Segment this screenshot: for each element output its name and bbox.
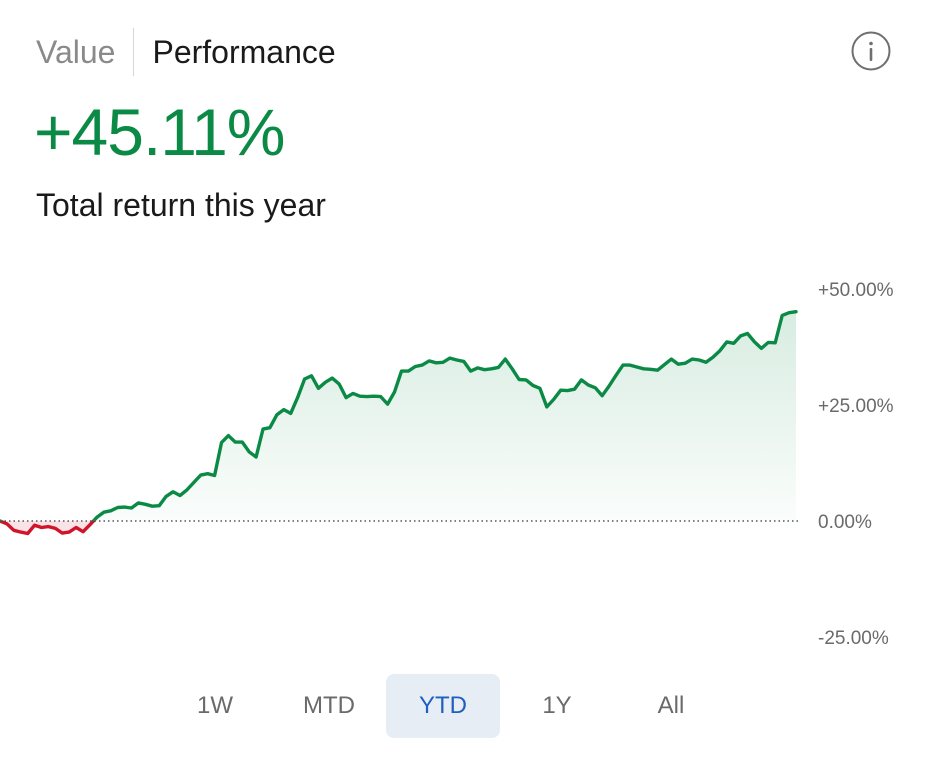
view-tabs: Value Performance: [36, 28, 336, 76]
total-return-subtitle: Total return this year: [36, 187, 326, 223]
range-option-ytd[interactable]: YTD: [386, 674, 500, 738]
total-return-value: +45.11%: [34, 95, 285, 169]
negative-area: [0, 521, 796, 534]
chart-area: [0, 311, 796, 534]
info-icon-svg: [851, 31, 891, 71]
range-option-1y[interactable]: 1Y: [542, 692, 572, 719]
return-line-positive: [0, 310, 798, 521]
y-tick-label: +50.00%: [818, 280, 894, 301]
range-option-mtd[interactable]: MTD: [303, 692, 355, 719]
time-range-selector: 1W MTD YTD 1Y All: [158, 674, 728, 738]
y-tick-label: +25.00%: [818, 396, 894, 417]
y-tick-label: 0.00%: [818, 512, 872, 533]
positive-area: [0, 311, 796, 521]
performance-chart[interactable]: +50.00% +25.00% 0.00% -25.00%: [0, 260, 930, 660]
chart-line: [0, 310, 798, 536]
tab-performance[interactable]: Performance: [133, 28, 336, 76]
tab-value[interactable]: Value: [36, 34, 116, 70]
info-icon[interactable]: [851, 31, 891, 71]
y-tick-label: -25.00%: [818, 628, 889, 649]
range-option-all[interactable]: All: [657, 692, 685, 719]
range-option-1w[interactable]: 1W: [197, 692, 233, 719]
